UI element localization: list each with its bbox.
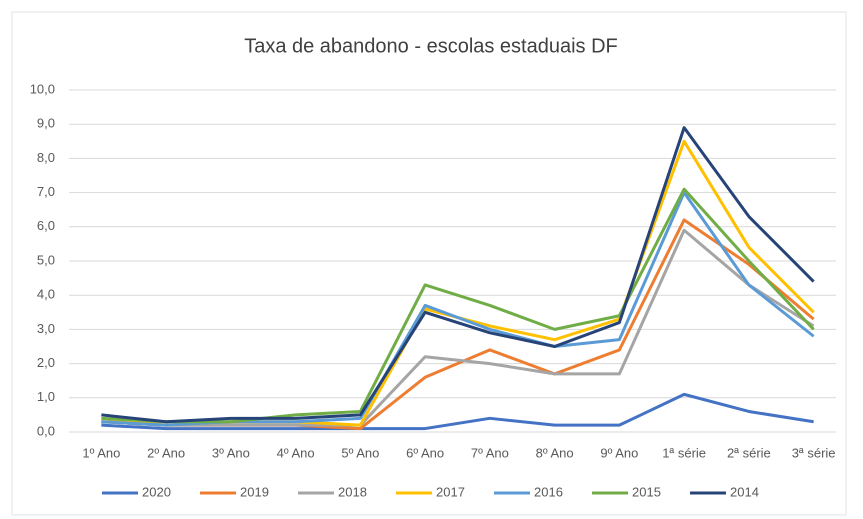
y-tick-label: 2,0 (37, 355, 55, 370)
x-tick-label: 1ª série (662, 445, 706, 460)
y-tick-label: 10,0 (30, 81, 55, 96)
y-tick-label: 7,0 (37, 184, 55, 199)
legend-label: 2019 (240, 484, 269, 499)
legend-label: 2018 (338, 484, 367, 499)
series-line (101, 228, 815, 427)
y-tick-label: 4,0 (37, 287, 55, 302)
legend-label: 2016 (534, 484, 563, 499)
legend-label: 2014 (730, 484, 759, 499)
chart-title: Taxa de abandono - escolas estaduais DF (244, 35, 618, 57)
y-tick-label: 6,0 (37, 218, 55, 233)
series-line (101, 187, 815, 424)
series-line (101, 126, 815, 424)
legend-label: 2015 (632, 484, 661, 499)
x-tick-label: 3ª série (792, 445, 836, 460)
x-tick-label: 9º Ano (600, 445, 638, 460)
legend-label: 2017 (436, 484, 465, 499)
x-tick-label: 8º Ano (536, 445, 574, 460)
y-tick-label: 3,0 (37, 321, 55, 336)
y-tick-label: 5,0 (37, 252, 55, 267)
y-tick-label: 9,0 (37, 116, 55, 131)
x-tick-label: 2º Ano (147, 445, 185, 460)
x-tick-label: 4º Ano (277, 445, 315, 460)
y-tick-label: 1,0 (37, 389, 55, 404)
x-tick-label: 7º Ano (471, 445, 509, 460)
legend-label: 2020 (142, 484, 171, 499)
x-tick-label: 5º Ano (341, 445, 379, 460)
x-tick-label: 3º Ano (212, 445, 250, 460)
y-tick-label: 0,0 (37, 423, 55, 438)
series-line (101, 392, 814, 431)
chart-frame (11, 11, 847, 516)
x-tick-label: 1º Ano (82, 445, 120, 460)
x-tick-label: 2ª série (727, 445, 771, 460)
x-tick-label: 6º Ano (406, 445, 444, 460)
y-tick-label: 8,0 (37, 150, 55, 165)
